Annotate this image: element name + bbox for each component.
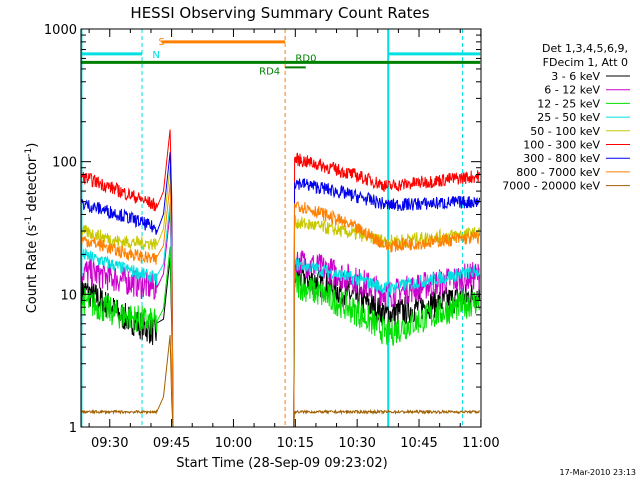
series-6-pre-line (81, 152, 174, 428)
x-tick-label-4: 10:30 (338, 436, 375, 451)
series-1-pre-line (81, 211, 174, 428)
y-axis-label: Count Rate (s-1 detector-1) (24, 143, 40, 314)
y-axis-label-part-1: Count Rate (s (25, 225, 40, 314)
x-axis-label: Start Time (28-Sep-09 09:23:02) (176, 456, 387, 471)
x-tick-label-5: 10:45 (400, 436, 437, 451)
series-2-post-line (293, 272, 481, 428)
annotation-n: N (152, 50, 159, 61)
series-5-post-line (293, 152, 481, 428)
x-tick-label-6: 11:00 (462, 436, 499, 451)
series-3-post-line (293, 257, 481, 428)
legend-label-1: 6 - 12 keV (544, 84, 600, 97)
legend-header-1: Det 1,3,4,5,6,9, (542, 42, 628, 55)
series-8-pre-line (81, 334, 174, 428)
y-axis-label-part-3: ) (25, 143, 40, 148)
plot-frame (80, 28, 482, 428)
series-2-pre-line (81, 246, 174, 428)
legend-label-3: 25 - 50 keV (537, 111, 600, 124)
series-8 (81, 334, 481, 428)
y-axis-label-sup-2: -1 (24, 148, 34, 157)
x-tick-label-0: 09:30 (91, 436, 128, 451)
series-4-post-line (293, 215, 481, 428)
y-tick-label-1: 10 (60, 288, 77, 303)
plot-area: SN RD0 RD4 (80, 29, 481, 428)
legend-header-2: FDecim 1, Att 0 (543, 56, 628, 69)
legend-label-4: 50 - 100 keV (530, 125, 600, 138)
y-tick-label-2: 100 (52, 156, 77, 171)
annotation-rd0: RD0 (295, 53, 316, 64)
legend-label-5: 100 - 300 keV (523, 139, 600, 152)
series-6 (81, 152, 481, 428)
series-3 (81, 202, 481, 428)
x-tick-label-2: 10:00 (215, 436, 252, 451)
x-tick-label-3: 10:15 (277, 436, 314, 451)
series-7-post-line (293, 200, 481, 428)
series-2 (81, 246, 481, 428)
y-axis-label-part-2: detector (25, 156, 40, 216)
legend-label-7: 800 - 7000 keV (516, 166, 600, 179)
series-7 (81, 183, 481, 428)
annotation-s: S (159, 37, 165, 48)
y-tick-label-0: 1 (69, 421, 77, 436)
y-tick-label-3: 1000 (44, 23, 77, 38)
axis-ticks: 09:30 09:45 10:00 10:15 10:30 10:45 11:00 1 10 10… (44, 23, 500, 451)
series-6-post-line (293, 178, 481, 428)
series-5-pre-line (81, 129, 174, 428)
legend-label-2: 12 - 25 keV (537, 97, 600, 110)
y-axis-label-sup-1: -1 (24, 216, 34, 225)
legend-label-0: 3 - 6 keV (551, 70, 600, 83)
chart-title: HESSI Observing Summary Count Rates (130, 4, 429, 22)
legend: Det 1,3,4,5,6,9, FDecim 1, Att 0 3 - 6 k… (502, 42, 630, 193)
series-8-post-line (293, 408, 481, 428)
series-5 (81, 129, 481, 428)
annotation-rd4: RD4 (259, 66, 280, 77)
legend-label-8: 7000 - 20000 keV (502, 180, 600, 193)
series-3-pre-line (81, 202, 174, 428)
x-tick-label-1: 09:45 (153, 436, 190, 451)
footer-date: 17-Mar-2010 23:13 (560, 468, 637, 477)
legend-label-6: 300 - 800 keV (523, 152, 600, 165)
series-7-pre-line (81, 183, 174, 428)
